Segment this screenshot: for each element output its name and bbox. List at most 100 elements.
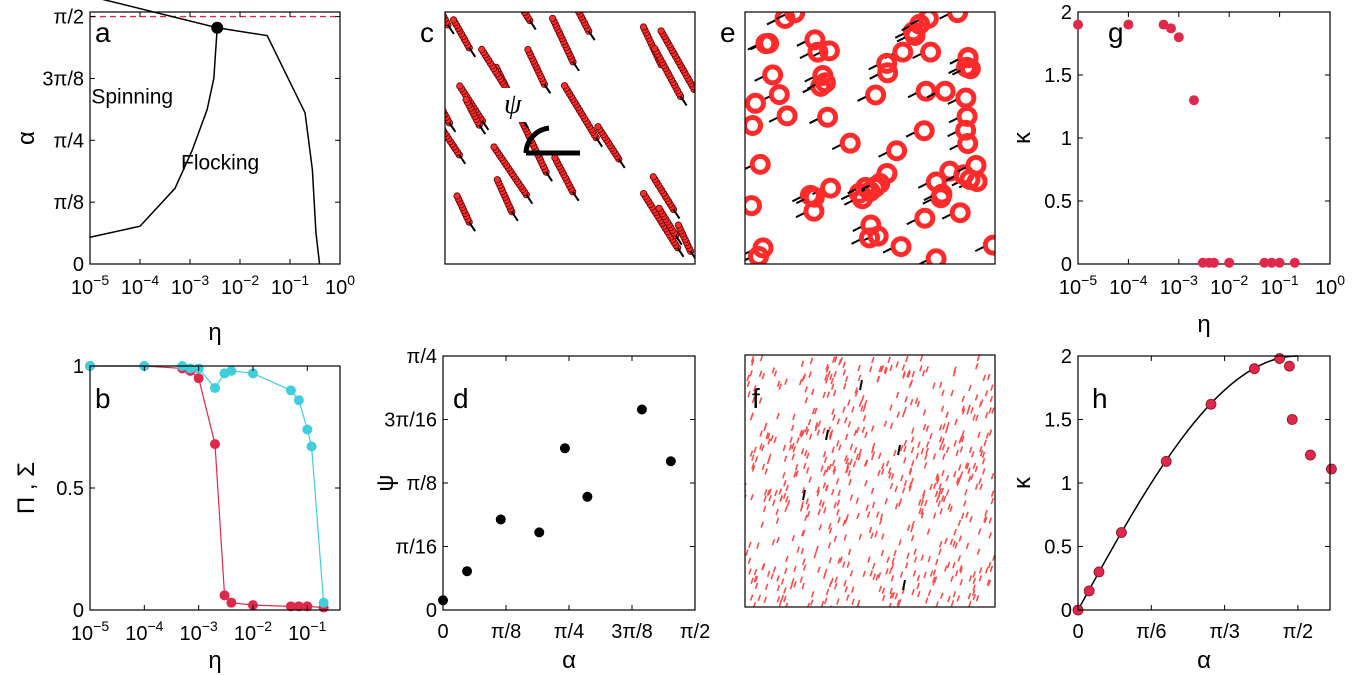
x-tick-label: 10−4 (121, 272, 159, 299)
y-tick-label: 2 (1061, 2, 1072, 24)
velocity-arrow (823, 506, 827, 514)
velocity-arrow (809, 118, 818, 125)
velocity-arrow (805, 467, 810, 474)
velocity-arrow (858, 448, 863, 456)
velocity-arrow (897, 598, 902, 606)
velocity-arrow (870, 425, 875, 432)
velocity-arrow (874, 530, 878, 538)
particle (594, 123, 602, 131)
velocity-arrow (906, 552, 910, 559)
velocity-arrow (883, 420, 888, 427)
velocity-arrow (864, 480, 868, 487)
velocity-arrow (967, 467, 971, 474)
velocity-arrow (758, 370, 763, 377)
particle (649, 173, 657, 181)
panel-label-b: b (95, 383, 111, 414)
particle (425, 80, 431, 86)
panel-label-d: d (453, 383, 469, 414)
velocity-arrow (785, 496, 789, 503)
velocity-arrow (925, 441, 930, 448)
velocity-arrow (970, 407, 974, 414)
velocity-arrow (968, 575, 973, 582)
velocity-arrow (745, 165, 751, 171)
velocity-arrow (929, 432, 933, 440)
velocity-arrow (831, 408, 835, 415)
velocity-arrow (800, 547, 805, 555)
data-point (1116, 527, 1127, 538)
ring (745, 114, 764, 136)
velocity-arrow (481, 120, 490, 131)
plot-g: 10−5 10−4 10−3 10−2 10−1 100 0 0.5 1 1.5 2 η κ (1009, 2, 1345, 338)
velocity-arrow (947, 595, 951, 603)
velocity-arrow (806, 452, 810, 459)
velocity-arrow (761, 463, 766, 471)
velocity-arrow (810, 388, 815, 396)
velocity-arrow (689, 250, 695, 260)
velocity-arrow (759, 430, 763, 437)
velocity-arrow (845, 465, 850, 473)
velocity-arrow (842, 369, 847, 376)
velocity-arrow (979, 483, 983, 491)
ring (814, 72, 836, 94)
velocity-arrow (955, 449, 959, 457)
velocity-arrow (842, 519, 846, 527)
velocity-arrow (773, 436, 777, 444)
velocity-arrow (919, 355, 924, 362)
velocity-arrow (988, 429, 993, 436)
velocity-arrow (959, 566, 963, 574)
velocity-arrow (968, 384, 972, 392)
plot-d: 0 π/8 π/4 3π/8 π/2 0 π/16 π/8 3π/16 π/4 α ψ (372, 346, 710, 674)
x-tick-label: 0 (437, 621, 448, 643)
velocity-arrow (904, 562, 909, 569)
ring (804, 29, 826, 51)
velocity-arrow (880, 468, 885, 476)
velocity-arrow (924, 499, 928, 507)
velocity-arrow (750, 493, 754, 501)
velocity-arrow (802, 558, 806, 566)
velocity-arrow (968, 600, 972, 607)
velocity-arrow (938, 548, 942, 556)
velocity-arrow (932, 482, 937, 490)
velocity-arrow (857, 374, 862, 382)
x-tick-label: π/8 (491, 621, 521, 643)
velocity-arrow (796, 546, 800, 554)
particle (516, 1, 522, 7)
velocity-arrow (806, 503, 810, 510)
panel-h: 0 π/6 π/3 π/2 0 0.5 1 1.5 2 α κ h (1009, 346, 1337, 674)
velocity-arrow (448, 122, 457, 133)
velocity-arrow (853, 429, 858, 437)
velocity-arrow (972, 577, 976, 585)
velocity-arrow (794, 463, 799, 471)
velocity-arrow (899, 444, 904, 452)
ring (818, 40, 840, 62)
data-point (285, 601, 296, 612)
ring (982, 234, 995, 256)
velocity-arrow (792, 413, 796, 421)
velocity-arrow (856, 601, 860, 607)
velocity-arrow (799, 576, 804, 583)
velocity-arrow (778, 599, 783, 607)
velocity-arrow (905, 131, 915, 138)
velocity-arrow (974, 465, 979, 473)
velocity-arrow (804, 386, 808, 393)
velocity-arrow (972, 462, 977, 470)
velocity-arrow (528, 20, 537, 31)
velocity-arrow (854, 390, 859, 397)
velocity-arrow (908, 485, 913, 492)
ring (914, 207, 936, 229)
velocity-arrow (871, 442, 876, 450)
velocity-arrow (913, 556, 918, 563)
velocity-arrow (971, 589, 976, 596)
velocity-arrow (883, 366, 888, 374)
velocity-arrow (881, 462, 885, 470)
velocity-arrow (801, 429, 805, 437)
velocity-arrow (908, 381, 913, 388)
velocity-arrow (763, 495, 767, 503)
velocity-arrow (820, 600, 825, 607)
velocity-arrow (828, 557, 833, 564)
velocity-arrow (764, 583, 769, 591)
velocity-arrow (947, 131, 957, 138)
velocity-arrow (751, 396, 756, 404)
velocity-arrow (919, 365, 923, 372)
velocity-arrow (987, 561, 992, 569)
